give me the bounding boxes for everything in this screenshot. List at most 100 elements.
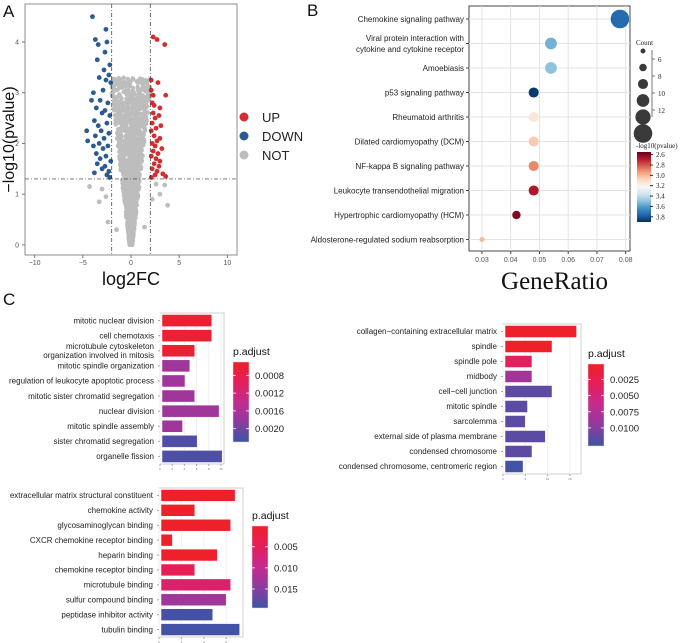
point-not — [137, 133, 142, 138]
bar — [504, 370, 533, 383]
color-legend-label: 2.8 — [656, 161, 665, 169]
point-down — [84, 128, 90, 134]
point-not — [87, 184, 92, 189]
x-tick-label: 0 — [129, 260, 133, 267]
point-not — [133, 155, 138, 161]
point-down — [103, 77, 109, 83]
point-up — [156, 113, 162, 118]
point-down — [93, 151, 99, 156]
bar — [161, 359, 191, 373]
point-not — [153, 181, 159, 187]
color-legend-bar — [637, 152, 651, 222]
legend-colorbar — [587, 363, 605, 447]
bar — [504, 340, 553, 353]
point-not — [120, 160, 125, 165]
legend-title: p.adjust — [252, 510, 289, 522]
category-label: Viral protein interaction with — [366, 34, 464, 43]
category-label: CXCR chemokine receptor binding — [30, 536, 153, 545]
dot — [528, 87, 539, 98]
legend-label: 0.0016 — [255, 406, 284, 417]
point-up — [158, 123, 164, 129]
point-not — [142, 128, 148, 133]
category-label: Leukocyte transendothelial migration — [334, 187, 464, 196]
point-not — [123, 134, 129, 140]
category-label: Amoebiasis — [423, 64, 464, 73]
category-label: chemokine activity — [88, 506, 153, 515]
category-label: glycosaminoglycan binding — [57, 521, 153, 530]
point-not — [136, 87, 141, 92]
point-down — [91, 118, 97, 124]
point-not — [136, 149, 142, 155]
point-not — [138, 146, 143, 151]
point-not — [165, 202, 171, 208]
point-not — [140, 81, 145, 87]
y-tick-label: 0 — [15, 242, 19, 249]
legend-label-not: NOT — [262, 148, 290, 163]
point-not — [137, 91, 143, 97]
x-tick-label: −10 — [29, 260, 41, 267]
point-down — [91, 170, 97, 176]
point-down — [95, 42, 101, 47]
point-up — [152, 143, 158, 149]
point-down — [96, 75, 102, 80]
point-not — [128, 115, 133, 120]
point-not — [127, 192, 133, 197]
point-up — [155, 80, 161, 85]
point-down — [92, 37, 98, 42]
category-label: mitotic spindle assembly — [67, 422, 154, 431]
point-not — [139, 153, 145, 159]
point-down — [90, 14, 95, 20]
category-label: nuclear division — [99, 407, 154, 416]
point-not — [124, 90, 130, 95]
point-up — [163, 92, 169, 98]
point-not — [157, 191, 163, 197]
point-not — [138, 111, 143, 116]
point-not — [111, 101, 117, 107]
size-legend-dot — [636, 94, 650, 107]
category-label: NF-kappa B signaling pathway — [355, 162, 464, 171]
point-down — [100, 87, 106, 93]
point-up — [154, 138, 160, 144]
x-tick-label: 5 — [177, 260, 181, 267]
point-up — [157, 105, 163, 111]
category-label: collagen−containing extracellular matrix — [357, 327, 497, 336]
point-down — [105, 100, 111, 106]
point-up — [150, 148, 156, 154]
bar — [161, 419, 183, 433]
point-down — [91, 90, 96, 96]
point-not — [117, 157, 122, 162]
point-not — [121, 114, 126, 119]
point-not — [142, 110, 147, 115]
point-not — [118, 168, 124, 173]
category-label: chemokine receptor binding — [55, 566, 153, 575]
point-not — [129, 101, 135, 106]
point-not — [162, 182, 168, 188]
bar — [504, 355, 533, 368]
legend-label: 0.0020 — [255, 424, 284, 435]
point-not — [116, 133, 121, 139]
legend-colorbar — [232, 361, 250, 443]
point-not — [127, 131, 132, 136]
point-up — [155, 151, 161, 156]
category-label: spindle — [472, 342, 498, 351]
point-not — [132, 166, 138, 171]
x-tick-label: 0.08 — [619, 257, 633, 264]
point-not — [129, 214, 134, 219]
x-tick-label: 5 — [524, 477, 526, 481]
point-up — [148, 77, 154, 83]
category-label: cell chemotaxis — [99, 331, 154, 340]
point-down — [107, 62, 113, 68]
size-legend-dot — [640, 48, 646, 54]
point-down — [98, 128, 104, 134]
point-not — [138, 141, 143, 146]
x-tick-label: 0.06 — [561, 257, 575, 264]
legend-swatch-not — [239, 150, 249, 160]
point-not — [117, 93, 123, 98]
dot — [528, 111, 539, 123]
color-legend-label: 3.0 — [656, 172, 665, 180]
point-down — [108, 158, 114, 164]
point-not — [129, 242, 135, 247]
legend-label: 0.0075 — [610, 407, 639, 418]
category-label: p53 signaling pathway — [385, 89, 464, 98]
bar — [161, 344, 195, 358]
